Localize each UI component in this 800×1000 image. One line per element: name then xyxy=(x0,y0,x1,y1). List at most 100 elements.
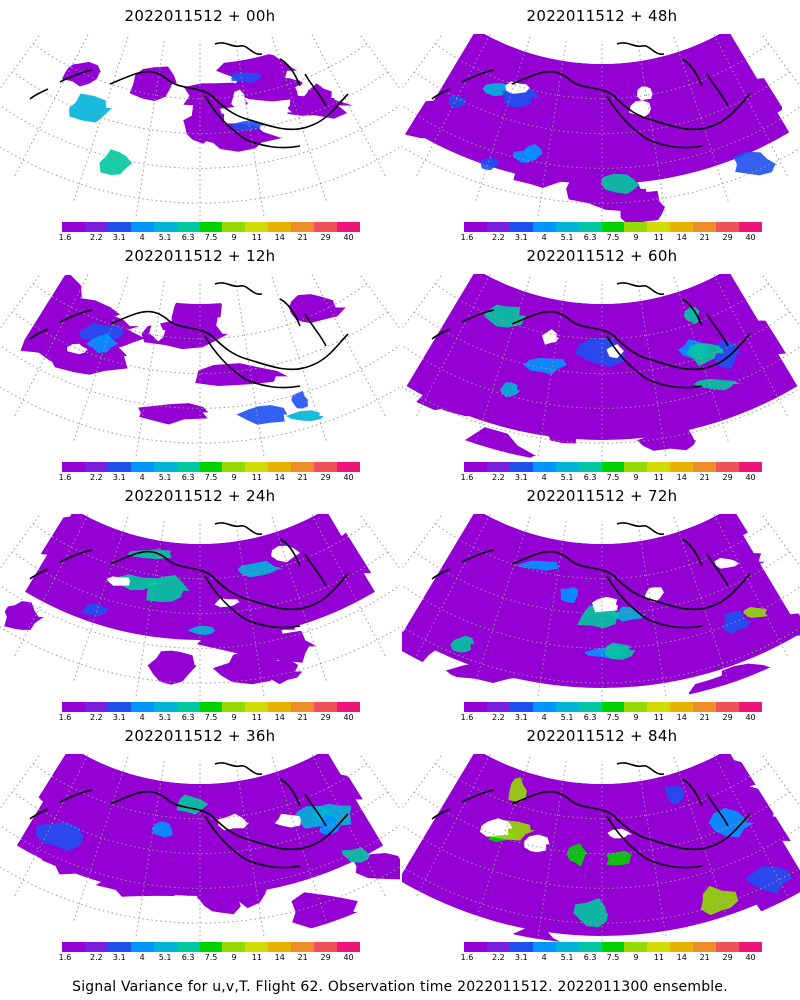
graticule xyxy=(0,514,400,704)
colorbar-segment xyxy=(314,462,338,472)
variance-shading xyxy=(445,659,541,683)
longitude-line xyxy=(270,274,328,444)
variance-shading xyxy=(450,635,475,653)
variance-shading xyxy=(298,83,335,110)
coastline-path xyxy=(204,815,301,869)
variance-shading xyxy=(81,603,112,616)
longitude-line xyxy=(235,761,265,939)
longitude-line xyxy=(672,754,730,924)
colorbar-tick-label: 3.1 xyxy=(112,713,126,722)
variance-shading xyxy=(129,66,177,102)
variance-shading xyxy=(195,363,288,386)
variance-shading xyxy=(263,102,292,123)
colorbar-segment xyxy=(268,702,292,712)
graticule xyxy=(0,754,400,944)
colorbar-tick-label: 4 xyxy=(139,233,145,242)
colorbar-segment xyxy=(62,222,85,232)
variance-shading xyxy=(352,853,400,880)
colorbar-tick-label: 6.3 xyxy=(583,953,597,962)
longitude-line xyxy=(311,274,388,419)
colorbar-strip xyxy=(464,462,762,472)
colorbar-tick-label: 2.2 xyxy=(90,713,103,722)
coastline-path xyxy=(616,282,665,295)
variance-shading xyxy=(547,553,598,577)
longitude-line xyxy=(474,34,532,204)
longitude-line xyxy=(0,34,42,90)
latitude-line xyxy=(402,146,800,204)
colorbar-segment xyxy=(693,222,717,232)
variance-field xyxy=(61,51,353,175)
colorbar-tick-label: 40 xyxy=(343,953,354,962)
colorbar-tick-label: 5.1 xyxy=(158,233,172,242)
coastline-path xyxy=(109,310,349,371)
colorbar-tick-label: 11 xyxy=(653,953,664,962)
colorbar-tick-label: 40 xyxy=(343,473,354,482)
map-panel-24h: 2022011512 + 24h 1.6 2.2 3.1 4 5.1 6.3 7.5 9 11 1… xyxy=(0,480,400,725)
coastline-path xyxy=(109,790,349,851)
longitude-line xyxy=(135,281,165,459)
latitude-line xyxy=(402,584,800,649)
colorbar-tick-label: 1.6 xyxy=(58,233,72,242)
variance-shading xyxy=(271,545,301,563)
colorbar-tick-label: 6.3 xyxy=(583,713,597,722)
colorbar-tick-label: 40 xyxy=(745,473,756,482)
longitude-line xyxy=(135,761,165,939)
coastline-path xyxy=(616,522,665,535)
longitude-line xyxy=(537,281,567,459)
variance-shading xyxy=(746,612,800,637)
longitude-line xyxy=(12,274,89,419)
longitude-line xyxy=(235,41,265,219)
colorbar-segment xyxy=(647,942,671,952)
colorbar: 1.6 2.2 3.1 4 5.1 6.3 7.5 9 11 14 21 29 40 xyxy=(461,942,762,964)
colorbar-tick-label: 7.5 xyxy=(606,473,620,482)
map-plot xyxy=(0,754,400,944)
coastline-path xyxy=(204,95,301,149)
colorbar-tick-label: 5.1 xyxy=(560,233,574,242)
longitude-line xyxy=(672,514,730,684)
colorbar: 1.6 2.2 3.1 4 5.1 6.3 7.5 9 11 14 21 29 40 xyxy=(59,462,360,484)
variance-shading xyxy=(708,807,755,838)
longitude-line xyxy=(402,34,444,90)
colorbar-segment xyxy=(245,702,269,712)
colorbar: 1.6 2.2 3.1 4 5.1 6.3 7.5 9 11 14 21 29 40 xyxy=(461,462,762,484)
colorbar-segment xyxy=(486,222,510,232)
map-panel-84h: 2022011512 + 84h 1.6 2.2 3.1 4 5.1 6.3 7.5 9 11 1… xyxy=(402,720,800,965)
coastline xyxy=(431,282,751,389)
colorbar-segment xyxy=(199,462,223,472)
longitude-line xyxy=(713,514,790,659)
panel-title: 2022011512 + 48h xyxy=(526,7,678,25)
colorbar-segment xyxy=(107,462,131,472)
coastline-path xyxy=(109,550,349,611)
colorbar-tick-label: 21 xyxy=(297,713,308,722)
map-plot xyxy=(402,754,800,944)
variance-shading xyxy=(191,88,225,140)
colorbar-segment xyxy=(222,222,246,232)
longitude-line xyxy=(474,274,532,444)
colorbar-segment xyxy=(486,462,510,472)
colorbar-segment xyxy=(464,702,487,712)
coastline-path xyxy=(29,789,93,820)
latitude-line xyxy=(0,584,400,649)
colorbar-tick-label: 2.2 xyxy=(492,233,505,242)
variance-shading xyxy=(151,821,173,838)
variance-field xyxy=(402,754,800,944)
colorbar-segment xyxy=(245,222,269,232)
colorbar-segment xyxy=(555,702,579,712)
colorbar-tick-label: 9 xyxy=(231,953,237,962)
longitude-line xyxy=(713,754,790,899)
colorbar-segment xyxy=(555,462,579,472)
variance-shading xyxy=(258,660,303,685)
colorbar-segment xyxy=(222,462,246,472)
longitude-line xyxy=(0,274,42,330)
variance-shading xyxy=(237,560,284,578)
map-plot xyxy=(0,514,400,704)
coastline-path xyxy=(616,762,665,775)
latitude-line xyxy=(402,626,800,684)
colorbar-segment xyxy=(532,462,556,472)
colorbar-tick-label: 2.2 xyxy=(90,473,103,482)
colorbar-segment xyxy=(245,462,269,472)
colorbar-segment xyxy=(601,702,625,712)
colorbar-segment xyxy=(670,222,694,232)
colorbar-segment xyxy=(337,702,360,712)
colorbar-segment xyxy=(84,942,108,952)
